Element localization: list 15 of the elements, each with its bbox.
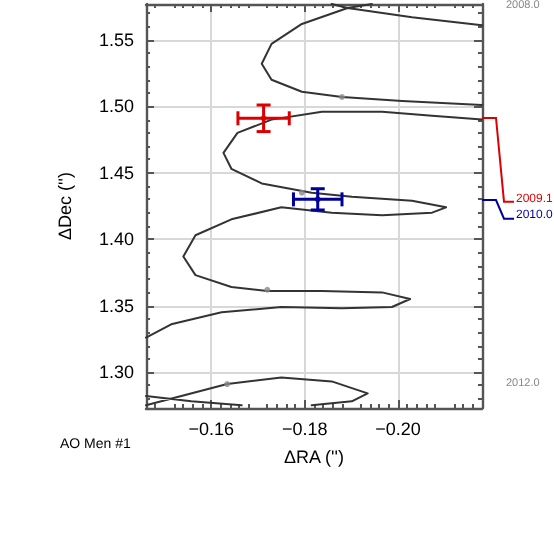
point (298, 189, 305, 196)
x-axis-title: ΔRA ('') (284, 446, 344, 467)
y-tick-label: 1.55 (98, 29, 134, 50)
point (264, 286, 271, 293)
y-tick-label: 1.40 (98, 229, 134, 250)
y-tick-label: 1.50 (98, 96, 134, 117)
x-tick-label: −0.18 (281, 419, 328, 439)
y-axis-title: ΔDec ('') (55, 172, 75, 240)
x-tick-label: −0.16 (188, 419, 235, 439)
y-tick-label: 1.45 (98, 162, 134, 183)
point (339, 94, 345, 101)
y-tick-label: 1.35 (98, 295, 134, 316)
y-tick-label: 1.30 (98, 362, 134, 383)
x-tick-label: −0.20 (375, 419, 421, 439)
point (224, 381, 231, 388)
